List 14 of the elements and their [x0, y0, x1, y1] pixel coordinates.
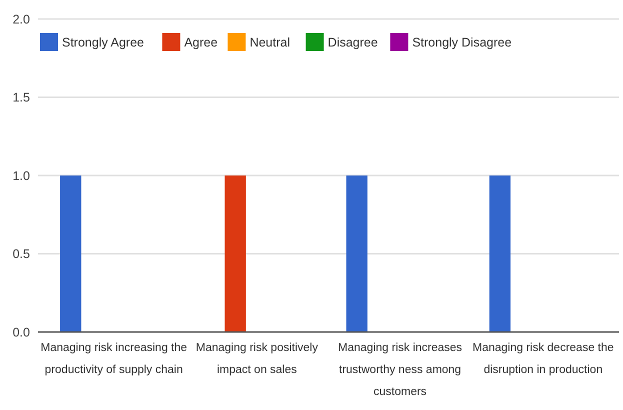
x-tick-label: Managing risk decrease the disruption in production [472, 342, 614, 376]
legend-label: Disagree [328, 35, 378, 50]
x-tick-label: Managing risk increasing the productivity of supply chain [40, 342, 188, 376]
y-tick-label: 0.5 [12, 247, 30, 262]
legend-label: Neutral [250, 35, 290, 50]
legend-label: Strongly Disagree [412, 35, 512, 50]
x-tick-label: Managing risk increases trustworthy ness among customers [338, 342, 462, 398]
y-tick-label: 2.0 [12, 12, 30, 26]
legend-label: Agree [184, 35, 218, 50]
y-tick-label: 1.5 [12, 90, 30, 105]
legend-label: Strongly Agree [62, 35, 144, 50]
x-tick-label: Managing risk positively impact on sales [196, 342, 318, 376]
y-tick-label: 0.0 [12, 325, 30, 340]
y-tick-label: 1.0 [12, 168, 30, 183]
